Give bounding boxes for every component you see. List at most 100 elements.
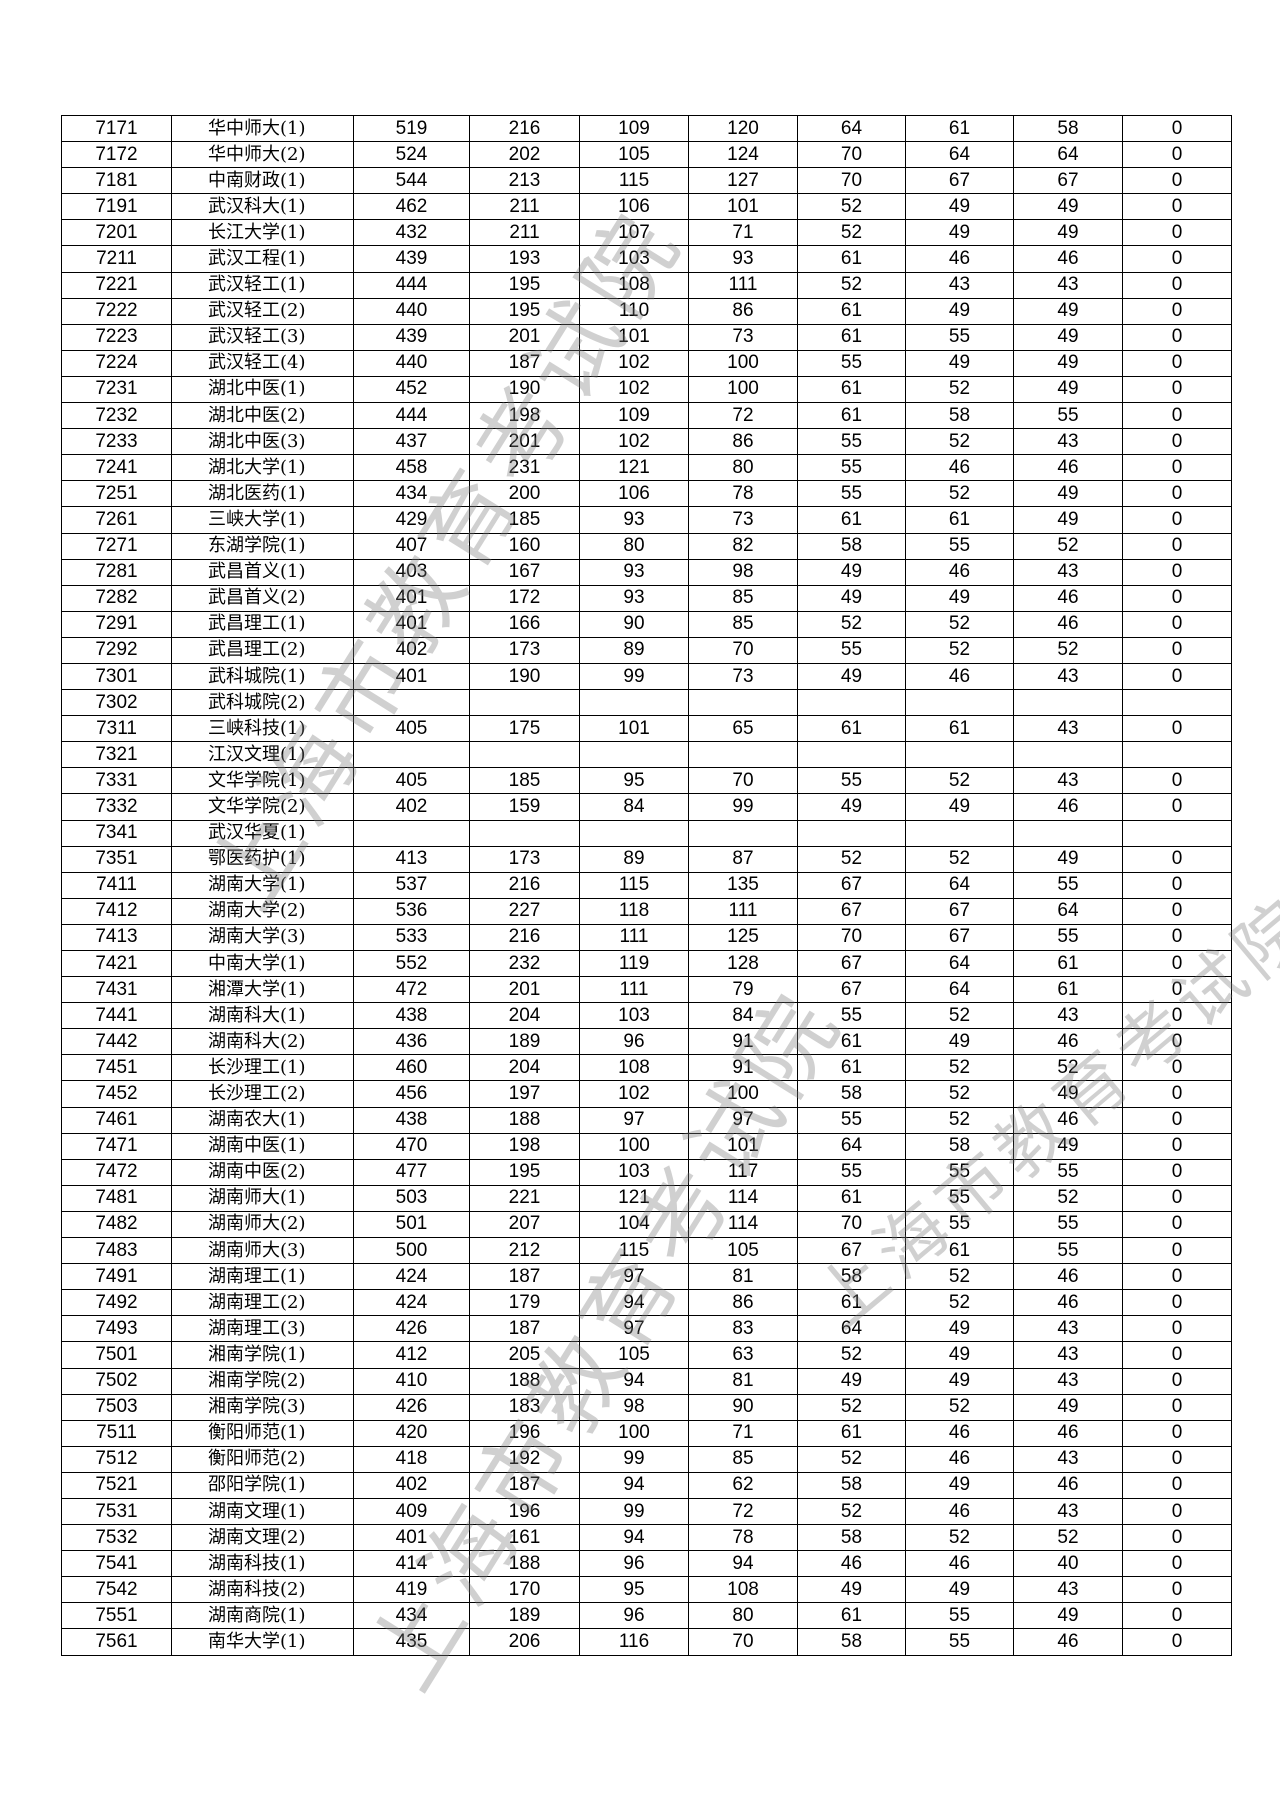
score-cell: 49: [905, 297, 1014, 325]
code-cell: 7491: [61, 1263, 172, 1291]
code-cell: 7233: [61, 428, 172, 456]
code-cell: 7561: [61, 1628, 172, 1656]
code-cell: 7442: [61, 1028, 172, 1056]
score-cell: 196: [469, 1419, 580, 1447]
score-cell: 43: [1013, 1445, 1123, 1473]
code-cell: 7452: [61, 1080, 172, 1108]
score-cell: 434: [353, 480, 470, 508]
code-cell: 7222: [61, 297, 172, 325]
school-name-cell: 湖南中医(2): [171, 1158, 354, 1186]
score-cell: 70: [688, 636, 798, 664]
code-cell: 7501: [61, 1341, 172, 1369]
score-cell: 202: [469, 141, 580, 169]
score-cell: 401: [353, 584, 470, 612]
score-cell: 0: [1122, 1106, 1232, 1134]
school-name-cell: 武汉轻工(3): [171, 323, 354, 351]
score-cell: 216: [469, 114, 580, 143]
score-cell: 0: [1122, 402, 1232, 430]
score-cell: 0: [1122, 1445, 1232, 1473]
table-row: 7211 武汉工程(1) 439 193 103 93 61 46 46 0: [61, 245, 1232, 273]
score-cell: [579, 741, 689, 769]
score-cell: 187: [469, 1315, 580, 1343]
score-cell: 121: [579, 454, 689, 482]
school-name-cell: 东湖学院(1): [171, 532, 354, 560]
score-cell: 161: [469, 1524, 580, 1552]
score-cell: 98: [688, 558, 798, 586]
table-row: 7233 湖北中医(3) 437 201 102 86 55 52 43 0: [61, 428, 1232, 456]
score-cell: 43: [1013, 1497, 1123, 1526]
score-cell: 444: [353, 271, 470, 299]
score-cell: 0: [1122, 584, 1232, 612]
score-cell: 402: [353, 636, 470, 664]
score-cell: 187: [469, 1471, 580, 1499]
score-cell: 43: [1013, 428, 1123, 456]
score-cell: 43: [1013, 1576, 1123, 1604]
score-cell: 0: [1122, 1341, 1232, 1369]
code-cell: 7351: [61, 845, 172, 873]
score-cell: [905, 741, 1014, 769]
score-cell: 101: [579, 715, 689, 743]
school-name-cell: 湖南大学(1): [171, 871, 354, 899]
score-cell: 0: [1122, 1210, 1232, 1239]
score-cell: 49: [797, 662, 906, 691]
score-cell: 70: [797, 1210, 906, 1239]
score-cell: 40: [1013, 1550, 1123, 1578]
score-cell: 201: [469, 323, 580, 351]
table-row: 7472 湖南中医(2) 477 195 103 117 55 55 55 0: [61, 1158, 1232, 1186]
code-cell: 7493: [61, 1315, 172, 1343]
score-cell: 120: [688, 114, 798, 143]
score-cell: 0: [1122, 1080, 1232, 1108]
school-name-cell: 湖南科大(2): [171, 1028, 354, 1056]
score-cell: 78: [688, 480, 798, 508]
score-cell: 52: [905, 1393, 1014, 1421]
score-cell: 115: [579, 167, 689, 195]
school-name-cell: 邵阳学院(1): [171, 1471, 354, 1499]
score-cell: 94: [579, 1367, 689, 1395]
code-cell: 7302: [61, 689, 172, 717]
score-cell: 103: [579, 1158, 689, 1186]
score-cell: 72: [688, 1497, 798, 1526]
score-cell: 89: [579, 845, 689, 873]
score-cell: 426: [353, 1315, 470, 1343]
school-name-cell: 武昌理工(1): [171, 610, 354, 638]
score-cell: [905, 819, 1014, 847]
score-cell: 410: [353, 1367, 470, 1395]
score-cell: 102: [579, 1080, 689, 1108]
score-cell: [579, 689, 689, 717]
score-cell: 439: [353, 245, 470, 273]
school-name-cell: 武汉轻工(4): [171, 349, 354, 377]
score-cell: 64: [905, 949, 1014, 978]
score-cell: 0: [1122, 1419, 1232, 1447]
score-cell: 55: [905, 532, 1014, 560]
score-cell: 61: [797, 1602, 906, 1630]
table-row: 7512 衡阳师范(2) 418 192 99 85 52 46 43 0: [61, 1445, 1232, 1473]
code-cell: 7503: [61, 1393, 172, 1421]
score-cell: 86: [688, 297, 798, 325]
score-cell: [353, 741, 470, 769]
table-row: 7511 衡阳师范(1) 420 196 100 71 61 46 46 0: [61, 1419, 1232, 1447]
score-cell: 64: [1013, 897, 1123, 925]
score-cell: 232: [469, 949, 580, 978]
score-cell: 106: [579, 480, 689, 508]
score-cell: 52: [1013, 1524, 1123, 1552]
school-name-cell: 湖南理工(1): [171, 1263, 354, 1291]
score-cell: 101: [688, 1132, 798, 1160]
score-cell: 73: [688, 662, 798, 691]
score-cell: 52: [797, 193, 906, 221]
score-cell: 98: [579, 1393, 689, 1421]
table-row: 7171 华中师大(1) 519 216 109 120 64 61 58 0: [61, 114, 1232, 143]
score-cell: 58: [797, 532, 906, 560]
score-cell: 188: [469, 1367, 580, 1395]
score-cell: [688, 689, 798, 717]
score-cell: 0: [1122, 375, 1232, 404]
score-cell: 49: [905, 1471, 1014, 1499]
table-row: 7241 湖北大学(1) 458 231 121 80 55 46 46 0: [61, 454, 1232, 482]
score-cell: 0: [1122, 349, 1232, 377]
score-cell: 211: [469, 219, 580, 247]
score-cell: 67: [797, 897, 906, 925]
score-cell: 118: [579, 897, 689, 925]
score-cell: 185: [469, 506, 580, 534]
table-row: 7232 湖北中医(2) 444 198 109 72 61 58 55 0: [61, 402, 1232, 430]
score-cell: [353, 689, 470, 717]
score-cell: 46: [905, 1550, 1014, 1578]
